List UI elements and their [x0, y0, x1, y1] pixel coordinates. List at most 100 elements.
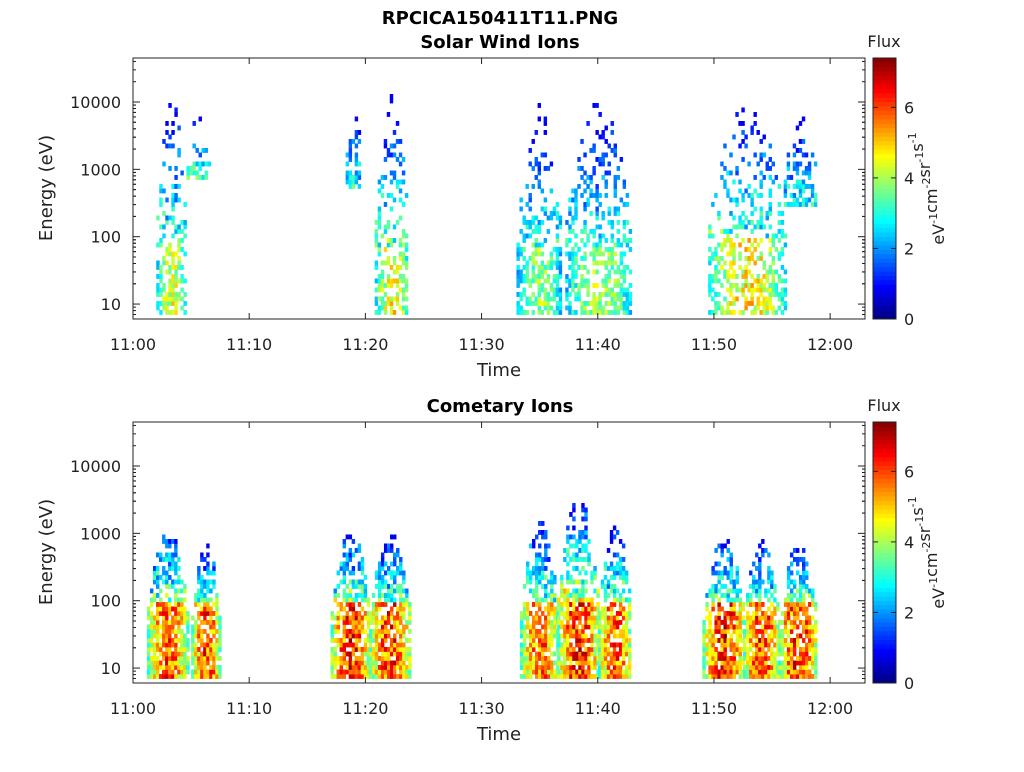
heatmap-cell — [519, 247, 523, 252]
heatmap-cell — [801, 116, 806, 122]
heatmap-cell — [708, 620, 712, 625]
heatmap-cell — [767, 588, 771, 594]
heatmap-cell — [574, 260, 578, 266]
heatmap-cell — [156, 647, 160, 652]
heatmap-cell — [615, 552, 620, 558]
heatmap-cell — [612, 575, 617, 580]
heatmap-cell — [619, 283, 624, 288]
heatmap-cell — [396, 552, 400, 558]
heatmap-cell — [200, 588, 204, 594]
heatmap-cell — [330, 660, 334, 666]
heatmap-cell — [408, 660, 412, 666]
heatmap-cell — [761, 624, 765, 630]
heatmap-cell — [399, 602, 403, 607]
heatmap-cell — [610, 310, 614, 315]
heatmap-cell — [628, 238, 633, 243]
heatmap-cell — [389, 98, 394, 104]
heatmap-cell — [531, 269, 535, 275]
heatmap-cell — [714, 301, 718, 306]
heatmap-cell — [354, 130, 359, 135]
heatmap-cell — [386, 301, 391, 306]
heatmap-cell — [569, 512, 573, 517]
heatmap-cell — [180, 660, 184, 666]
heatmap-cell — [619, 157, 624, 162]
heatmap-cell — [171, 651, 175, 657]
heatmap-cell — [789, 620, 794, 625]
heatmap-cell — [528, 656, 533, 661]
heatmap-cell — [168, 575, 172, 580]
heatmap-cell — [357, 615, 362, 621]
heatmap-cell — [156, 674, 160, 679]
heatmap-cell — [162, 260, 166, 266]
heatmap-cell — [753, 305, 757, 311]
heatmap-cell — [738, 611, 742, 616]
heatmap-cell — [543, 116, 548, 122]
heatmap-cell — [804, 152, 809, 158]
heatmap-cell — [374, 633, 379, 639]
heatmap-cell — [368, 665, 373, 670]
heatmap-cell — [371, 620, 376, 625]
heatmap-cell — [771, 310, 775, 315]
heatmap-cell — [565, 251, 569, 257]
heatmap-cell — [531, 229, 535, 234]
heatmap-cell — [783, 602, 788, 607]
heatmap-cell — [575, 656, 579, 661]
heatmap-cell — [360, 615, 365, 621]
heatmap-cell — [563, 656, 567, 661]
heatmap-cell — [393, 552, 397, 558]
heatmap-cell — [165, 651, 169, 657]
heatmap-cell — [592, 301, 596, 306]
heatmap-cell — [180, 620, 184, 625]
heatmap-cell — [735, 669, 739, 675]
heatmap-cell — [177, 256, 181, 261]
heatmap-cell — [550, 660, 554, 666]
heatmap-cell — [615, 624, 620, 630]
heatmap-cell — [616, 175, 620, 180]
heatmap-cell — [537, 220, 541, 225]
heatmap-cell — [714, 593, 718, 598]
heatmap-cell — [584, 557, 588, 562]
heatmap-cell — [711, 606, 715, 612]
colorbar-segment — [873, 504, 896, 510]
heatmap-cell — [550, 584, 554, 589]
heatmap-cell — [200, 584, 204, 589]
heatmap-cell — [714, 269, 718, 275]
heatmap-cell — [786, 656, 791, 661]
heatmap-cell — [336, 669, 340, 675]
heatmap-cell — [592, 229, 596, 234]
heatmap-cell — [741, 130, 745, 135]
heatmap-cell — [516, 283, 520, 288]
heatmap-cell — [386, 584, 391, 589]
heatmap-cell — [408, 611, 412, 616]
heatmap-cell — [550, 665, 554, 670]
heatmap-cell — [204, 161, 208, 167]
heatmap-cell — [732, 669, 736, 675]
heatmap-cell — [405, 597, 409, 603]
heatmap-cell — [789, 611, 794, 616]
heatmap-cell — [541, 633, 545, 639]
heatmap-cell — [171, 665, 175, 670]
heatmap-cell — [592, 148, 596, 153]
colorbar-label-exp: -1 — [906, 496, 919, 507]
heatmap-cell — [592, 233, 596, 239]
heatmap-cell — [354, 624, 359, 630]
heatmap-cell — [743, 669, 747, 675]
heatmap-cell — [805, 669, 809, 675]
heatmap-cell — [627, 638, 632, 643]
colorbar-label: eV-1cm-2sr-1s-1 — [906, 132, 948, 244]
heatmap-cell — [393, 638, 397, 643]
heatmap-cell — [360, 593, 365, 598]
heatmap-cell — [786, 166, 791, 171]
heatmap-cell — [595, 301, 599, 306]
heatmap-cell — [168, 301, 172, 306]
heatmap-cell — [396, 584, 400, 589]
heatmap-cell — [616, 206, 620, 212]
heatmap-cell — [581, 602, 585, 607]
heatmap-cell — [156, 611, 160, 616]
heatmap-cell — [212, 561, 216, 567]
heatmap-cell — [197, 566, 201, 571]
heatmap-cell — [753, 287, 757, 293]
heatmap-cell — [534, 251, 538, 257]
heatmap-cell — [729, 152, 733, 158]
heatmap-cell — [535, 534, 539, 540]
